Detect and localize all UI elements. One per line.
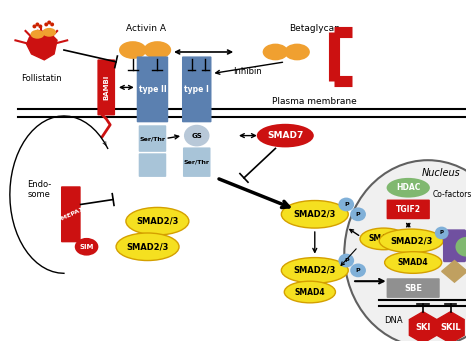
Text: SMAD4: SMAD4 (368, 234, 399, 244)
Text: SMAD7: SMAD7 (267, 131, 303, 140)
Ellipse shape (456, 237, 474, 257)
Ellipse shape (387, 178, 430, 197)
Text: P: P (344, 202, 348, 207)
Ellipse shape (184, 125, 210, 147)
Text: Plasma membrane: Plasma membrane (273, 97, 357, 106)
Text: Inhibin: Inhibin (234, 67, 262, 76)
Text: GS: GS (191, 132, 202, 139)
Text: DNA: DNA (384, 316, 403, 325)
Ellipse shape (263, 44, 288, 60)
Ellipse shape (38, 24, 42, 28)
Ellipse shape (144, 41, 171, 59)
Ellipse shape (116, 233, 179, 260)
Text: P: P (356, 212, 360, 217)
Text: Betaglycan: Betaglycan (289, 24, 340, 33)
Text: SKI: SKI (415, 323, 431, 332)
FancyBboxPatch shape (139, 125, 166, 152)
Ellipse shape (284, 44, 310, 60)
Polygon shape (442, 260, 467, 282)
Text: type II: type II (138, 85, 166, 94)
Text: SMAD2/3: SMAD2/3 (127, 242, 169, 251)
Ellipse shape (350, 207, 366, 221)
Ellipse shape (44, 22, 48, 26)
Text: SMAD2/3: SMAD2/3 (293, 210, 336, 219)
Text: Endo-
some: Endo- some (27, 180, 52, 199)
Ellipse shape (284, 281, 336, 303)
Polygon shape (437, 312, 464, 343)
Ellipse shape (282, 201, 348, 228)
FancyBboxPatch shape (387, 200, 430, 219)
FancyBboxPatch shape (139, 153, 166, 177)
Text: Ser/Thr: Ser/Thr (184, 160, 210, 165)
Polygon shape (27, 30, 57, 60)
Text: Ser/Thr: Ser/Thr (139, 136, 165, 141)
FancyBboxPatch shape (183, 148, 210, 177)
Ellipse shape (379, 229, 443, 252)
Ellipse shape (338, 254, 354, 267)
Text: SKIL: SKIL (440, 323, 461, 332)
Text: TGIF2: TGIF2 (396, 205, 421, 214)
Ellipse shape (360, 228, 407, 250)
Text: Activin A: Activin A (126, 24, 165, 33)
Ellipse shape (50, 22, 54, 26)
FancyBboxPatch shape (137, 56, 168, 122)
Text: P: P (440, 230, 444, 236)
Ellipse shape (119, 41, 146, 59)
Text: Nucleus: Nucleus (421, 168, 460, 178)
Ellipse shape (384, 252, 442, 273)
Text: P: P (344, 258, 348, 263)
Text: SMAD2/3: SMAD2/3 (136, 217, 179, 226)
FancyBboxPatch shape (182, 56, 211, 122)
Text: P: P (356, 268, 360, 273)
Ellipse shape (344, 160, 474, 344)
FancyBboxPatch shape (387, 278, 440, 298)
Text: SMAD2/3: SMAD2/3 (390, 236, 432, 245)
Ellipse shape (338, 197, 354, 211)
Ellipse shape (350, 264, 366, 277)
Ellipse shape (282, 258, 348, 283)
Ellipse shape (257, 124, 314, 148)
FancyBboxPatch shape (444, 230, 465, 261)
Ellipse shape (435, 227, 448, 239)
Ellipse shape (75, 238, 99, 256)
Text: Follistatin: Follistatin (21, 74, 62, 83)
Text: SMAD4: SMAD4 (398, 258, 428, 267)
FancyBboxPatch shape (61, 186, 81, 242)
Ellipse shape (36, 22, 39, 26)
Text: Co-factors: Co-factors (433, 190, 472, 199)
Text: SMAD2/3: SMAD2/3 (293, 266, 336, 275)
Text: SBE: SBE (404, 283, 422, 293)
Ellipse shape (47, 21, 51, 24)
Polygon shape (410, 312, 437, 343)
Text: type I: type I (184, 85, 209, 94)
Text: SMAD4: SMAD4 (294, 288, 325, 297)
Ellipse shape (32, 24, 36, 28)
Text: HDAC: HDAC (396, 183, 420, 192)
FancyBboxPatch shape (97, 60, 115, 116)
Text: SIM: SIM (79, 244, 94, 250)
Ellipse shape (42, 28, 56, 37)
Text: BAMBI: BAMBI (103, 75, 109, 100)
Ellipse shape (126, 207, 189, 235)
Ellipse shape (30, 30, 44, 39)
Text: PMEPA1: PMEPA1 (57, 206, 85, 223)
